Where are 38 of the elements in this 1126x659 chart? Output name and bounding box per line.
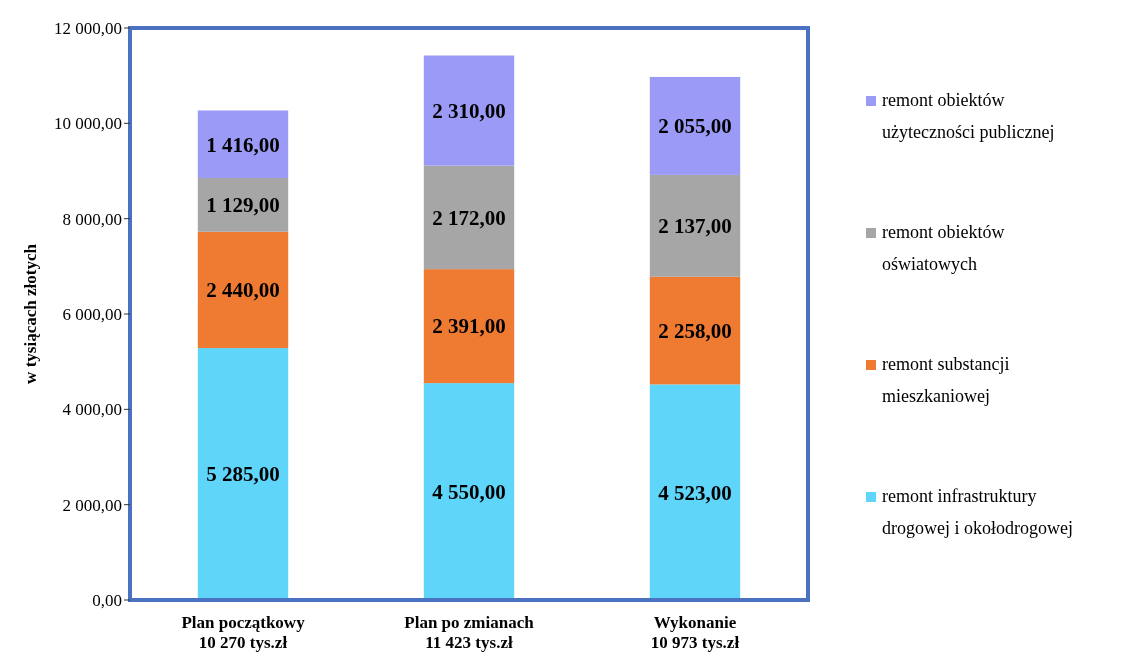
bar [423, 383, 515, 600]
bar [649, 384, 741, 600]
legend-label: remont obiektów oświatowych [882, 222, 1005, 274]
data-label: 1 416,00 [206, 132, 280, 157]
data-label: 1 129,00 [206, 193, 280, 218]
x-tick-label: Plan po zmianach 11 423 tys.zł [404, 613, 535, 652]
y-tick-label: 8 000,00 [62, 209, 122, 229]
y-tick-label: 6 000,00 [62, 304, 122, 324]
bar [197, 348, 289, 600]
y-tick-label: 4 000,00 [62, 400, 122, 420]
x-tick-label: Plan początkowy 10 270 tys.zł [181, 613, 306, 652]
legend-label: remont infrastruktury drogowej i okołodrogowej [882, 486, 1073, 538]
y-tick-label: 12 000,00 [54, 18, 122, 38]
bar [423, 269, 515, 384]
bar [649, 174, 741, 277]
bar [423, 55, 515, 166]
data-label: 4 523,00 [658, 480, 732, 505]
data-label: 2 055,00 [658, 114, 732, 139]
y-tick-label: 0,00 [92, 590, 122, 610]
data-label: 5 285,00 [206, 462, 280, 487]
data-label: 2 391,00 [432, 314, 506, 339]
y-tick-label: 10 000,00 [54, 114, 122, 134]
bar [197, 110, 289, 178]
bar [423, 165, 515, 270]
data-label: 2 258,00 [658, 318, 732, 343]
data-label: 2 310,00 [432, 98, 506, 123]
data-label: 2 172,00 [432, 205, 506, 230]
data-label: 2 440,00 [206, 278, 280, 303]
y-tick-label: 2 000,00 [62, 495, 122, 515]
bar [649, 76, 741, 175]
legend-label: remont obiektów użyteczności publicznej [882, 90, 1055, 142]
x-tick-label: Wykonanie 10 973 tys.zł [650, 613, 740, 652]
legend-label: remont substancji mieszkaniowej [882, 354, 1010, 406]
bar [197, 231, 289, 349]
data-label: 2 137,00 [658, 214, 732, 239]
bar [649, 276, 741, 385]
data-label: 4 550,00 [432, 479, 506, 504]
y-axis-title: w tysiącach złotych [21, 243, 40, 384]
